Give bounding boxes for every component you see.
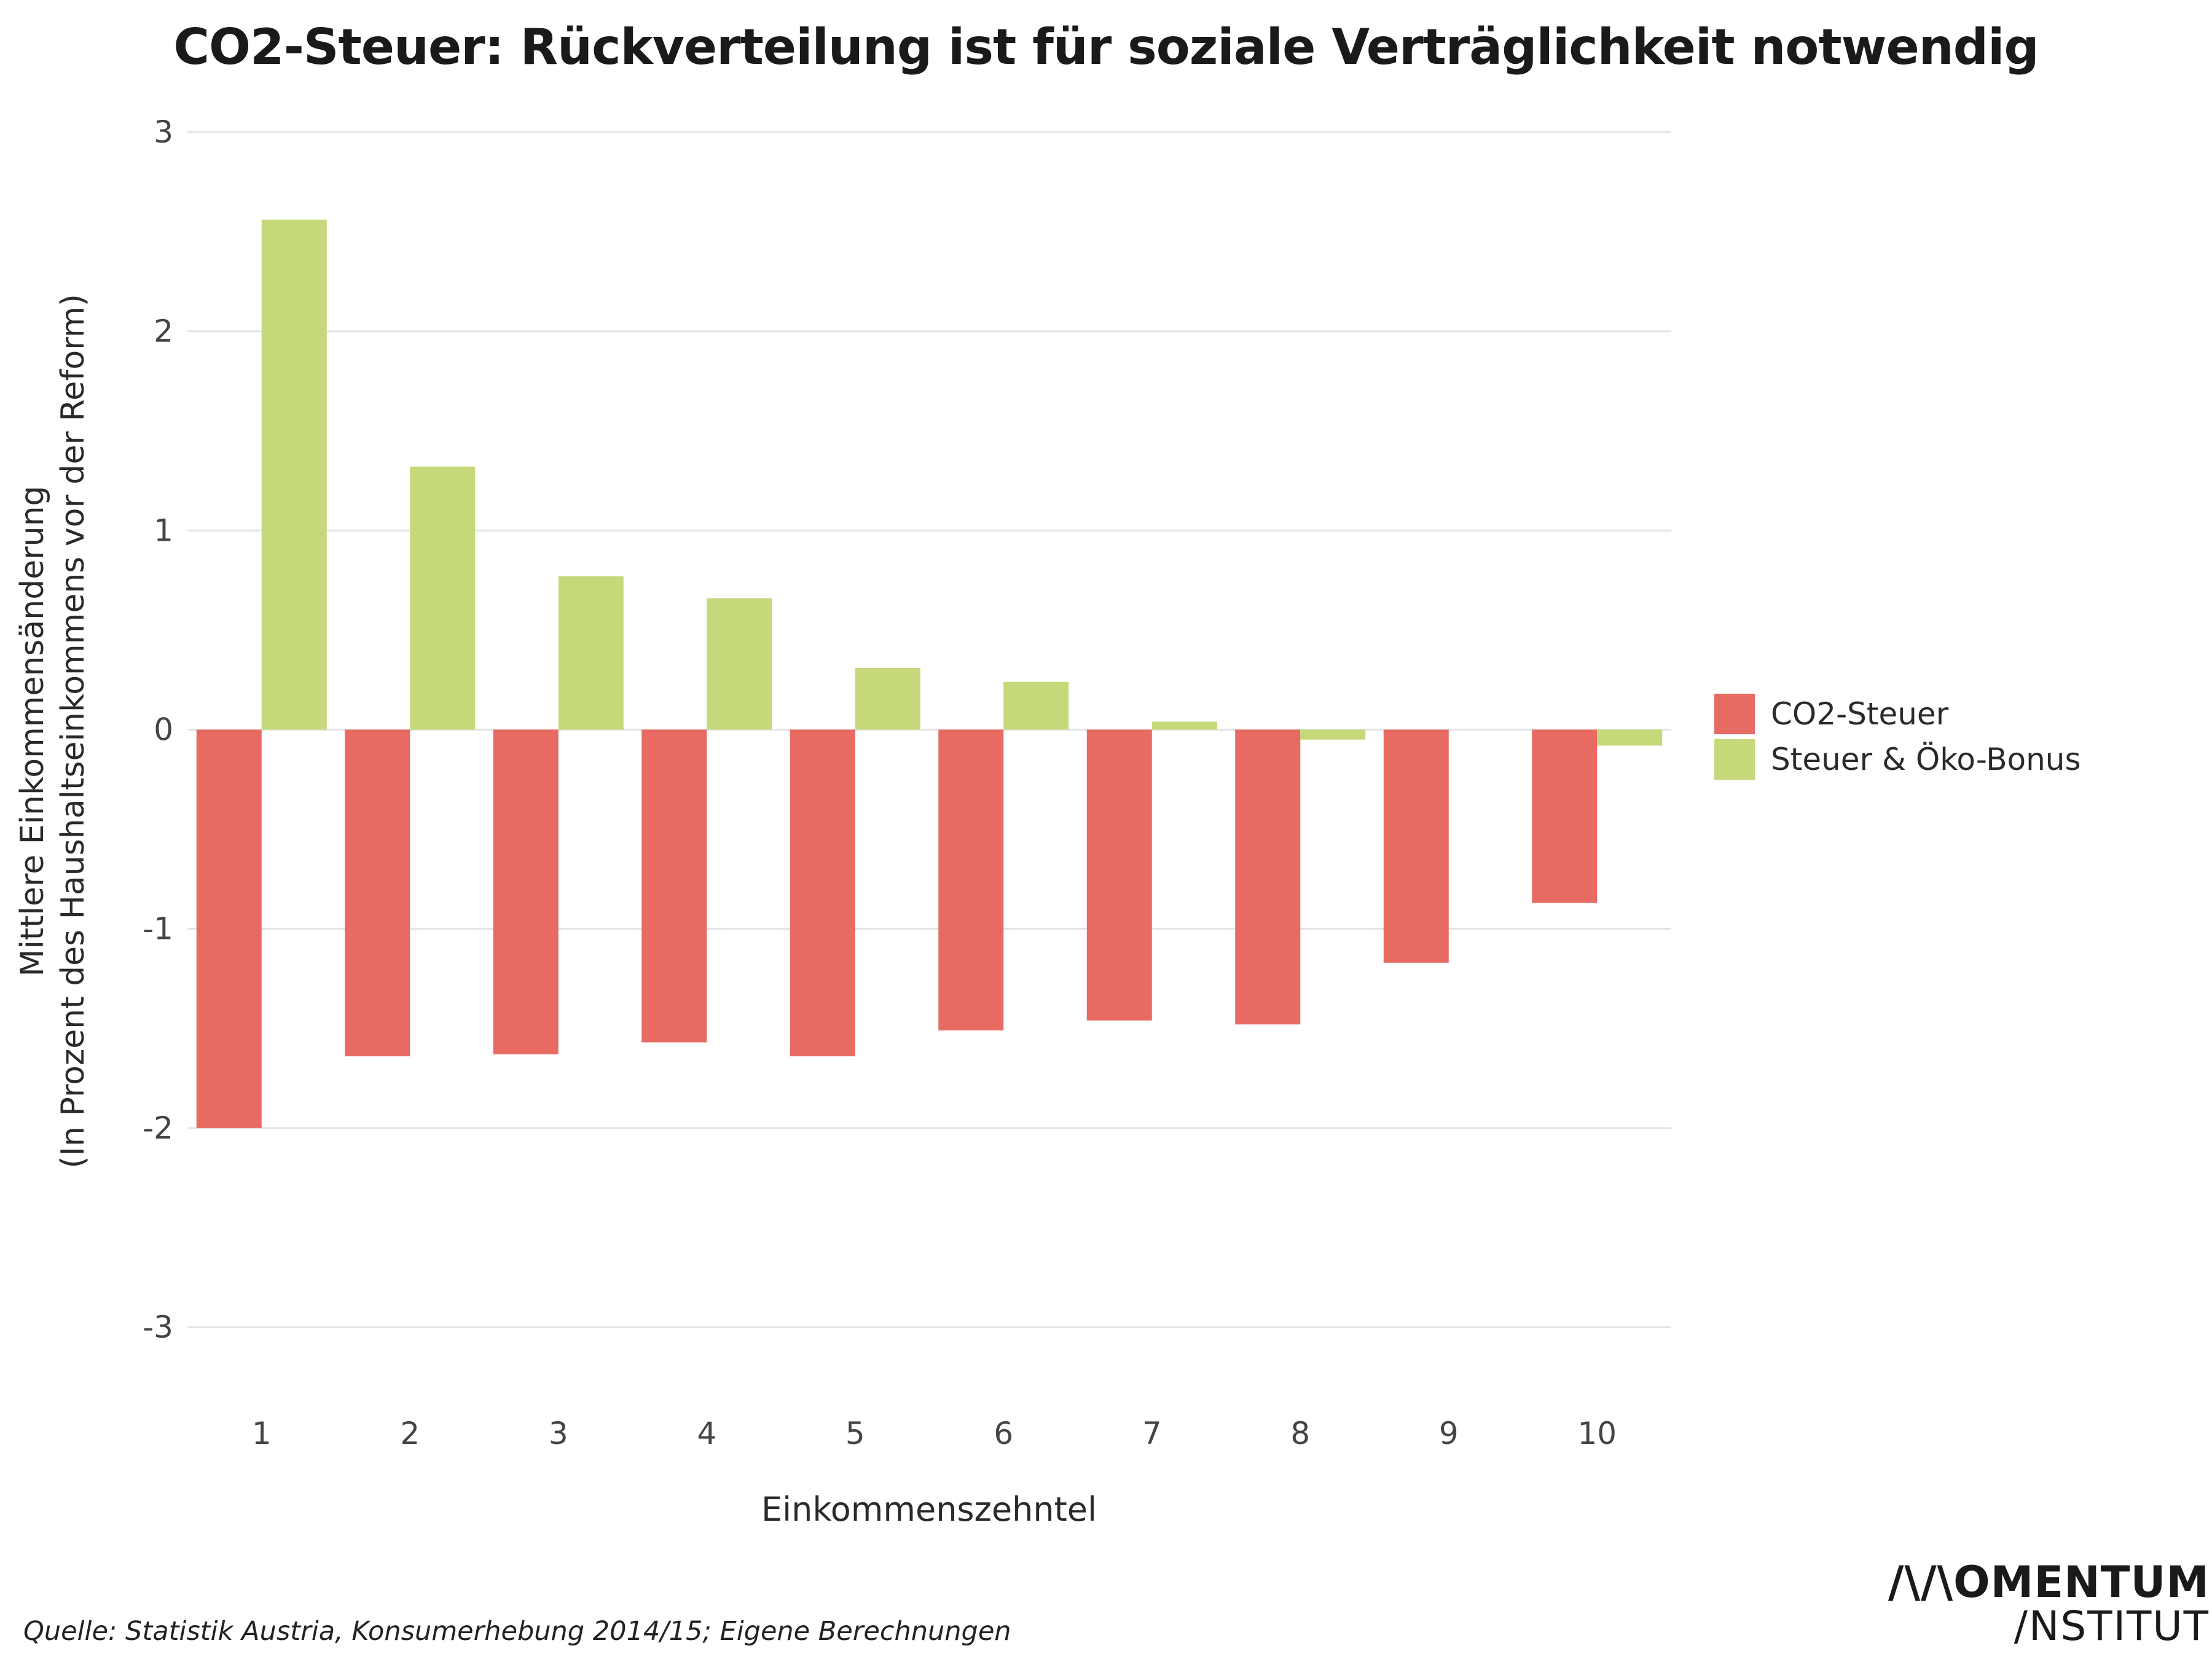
y-tick-label: 2 — [154, 313, 173, 349]
y-tick-label: -2 — [143, 1110, 173, 1146]
bar-co2-steuer — [1383, 729, 1449, 963]
momentum-logo: /\/\OMENTUM /NSTITUT — [1888, 1561, 2210, 1647]
bar-co2-steuer — [1235, 729, 1301, 1025]
bar-steuer-oeko-bonus — [1151, 721, 1217, 730]
legend-item-bonus: Steuer & Öko-Bonus — [1714, 737, 2081, 782]
legend-item-co2: CO2-Steuer — [1714, 691, 2081, 737]
y-axis-label-line1: Mittlere Einkommensänderung — [14, 485, 51, 976]
x-tick-label: 6 — [994, 1416, 1013, 1451]
bar-co2-steuer — [493, 729, 559, 1054]
bar-steuer-oeko-bonus — [410, 466, 476, 730]
y-tick-label: -1 — [143, 911, 173, 947]
source-note: Quelle: Statistik Austria, Konsumerhebun… — [23, 1616, 1011, 1647]
bar-steuer-oeko-bonus — [558, 576, 624, 730]
x-tick-label: 2 — [400, 1416, 420, 1451]
x-tick-label: 9 — [1439, 1416, 1459, 1451]
x-tick-label: 3 — [549, 1416, 568, 1451]
bar-steuer-oeko-bonus — [1003, 681, 1069, 730]
y-tick-label: -3 — [143, 1309, 173, 1345]
legend-swatch-bonus — [1714, 739, 1755, 780]
bar-steuer-oeko-bonus — [855, 668, 920, 730]
bar-co2-steuer — [641, 729, 707, 1043]
x-tick-label: 7 — [1142, 1416, 1162, 1451]
logo-line1: /\/\OMENTUM — [1888, 1557, 2210, 1607]
bar-co2-steuer — [1532, 729, 1598, 903]
x-tick-label: 1 — [252, 1416, 272, 1451]
y-axis-label-line2: (In Prozent des Haushaltseinkommens vor … — [55, 294, 92, 1168]
x-tick-label: 8 — [1290, 1416, 1310, 1451]
x-tick-label: 10 — [1577, 1416, 1617, 1451]
bar-steuer-oeko-bonus — [707, 598, 772, 730]
bar-co2-steuer — [196, 729, 262, 1128]
y-tick-label: 1 — [154, 512, 173, 548]
legend-label-co2: CO2-Steuer — [1771, 696, 1949, 732]
y-tick-label: 0 — [154, 712, 173, 748]
bar-steuer-oeko-bonus — [261, 219, 327, 730]
x-tick-label: 4 — [697, 1416, 716, 1451]
bar-steuer-oeko-bonus — [1597, 729, 1663, 746]
legend-label-bonus: Steuer & Öko-Bonus — [1771, 742, 2081, 777]
logo-line2: /NSTITUT — [2014, 1602, 2210, 1650]
chart-title: CO2-Steuer: Rückverteilung ist für sozia… — [173, 18, 2039, 76]
bar-co2-steuer — [938, 729, 1004, 1030]
y-tick-label: 3 — [154, 114, 173, 150]
bar-co2-steuer — [345, 729, 410, 1057]
x-axis-label: Einkommenszehntel — [761, 1490, 1097, 1529]
legend: CO2-Steuer Steuer & Öko-Bonus — [1714, 691, 2081, 782]
bar-co2-steuer — [1086, 729, 1152, 1021]
bar-steuer-oeko-bonus — [1300, 729, 1366, 740]
bar-co2-steuer — [790, 729, 855, 1057]
legend-swatch-co2 — [1714, 694, 1755, 734]
bars — [196, 219, 1663, 1128]
x-tick-label: 5 — [845, 1416, 865, 1451]
